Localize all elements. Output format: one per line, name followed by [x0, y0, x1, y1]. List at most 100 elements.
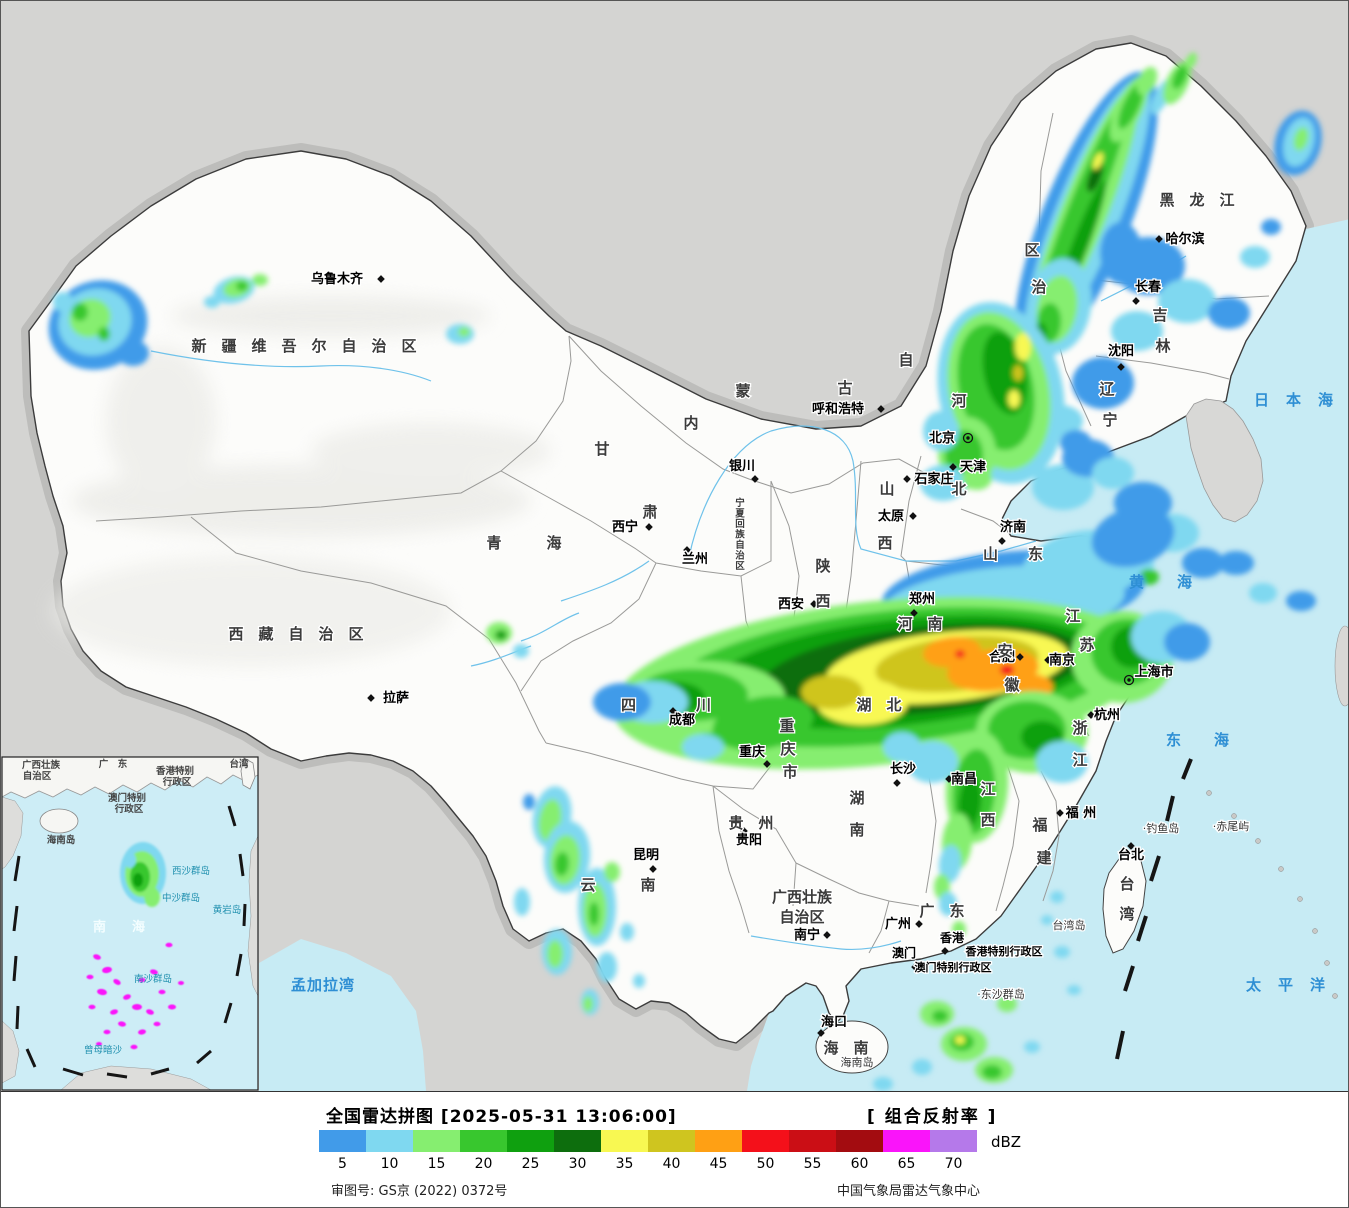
radar-echo: [1000, 665, 1014, 675]
city-marker: [949, 463, 957, 471]
inset-radar-echo: [124, 852, 136, 868]
inset-radar-echo: [168, 1004, 176, 1010]
legend-color-cell: [413, 1130, 460, 1152]
legend-tick: 60: [850, 1156, 869, 1172]
province-label: 南: [849, 821, 864, 839]
radar-echo: [883, 732, 921, 762]
province-label: 区: [735, 561, 745, 572]
radar-echo: [633, 974, 645, 988]
inset-radar-echo: [130, 1044, 138, 1050]
province-label: 海 南: [823, 1039, 868, 1057]
radar-echo: [1208, 297, 1250, 329]
province-label: 西: [815, 592, 830, 610]
inset-nine-dash-segment: [13, 855, 21, 882]
province-label: 自: [735, 539, 745, 551]
capital-marker: [966, 436, 970, 440]
taiwan-island: [1102, 852, 1147, 954]
inset-radar-echo: [138, 977, 146, 983]
province-label: 西 藏 自 治 区: [228, 625, 363, 643]
radar-echo: [1013, 365, 1023, 381]
inset-label: 黄岩岛: [213, 904, 242, 916]
city-marker: [823, 931, 831, 939]
radar-echo: [1164, 623, 1210, 661]
inset-radar-echo: [144, 887, 160, 907]
city-marker: [1127, 842, 1135, 850]
radar-echo: [920, 465, 966, 501]
province-label: 江: [1072, 751, 1087, 769]
inset-nine-dash-segment: [150, 1067, 170, 1076]
city-label: 杭州: [1094, 707, 1120, 723]
radar-echo: [712, 695, 814, 751]
radar-echo: [1172, 64, 1188, 90]
radar-echo: [938, 845, 962, 883]
province-label: 广 东: [919, 902, 964, 920]
legend-color-cell: [742, 1130, 789, 1152]
radar-echo: [801, 675, 863, 709]
dbz-tick-row: 5 10 15 20 25 30 35 40 45 50 55 60 65 70: [319, 1156, 977, 1172]
legend-color-cell: [836, 1130, 883, 1152]
legend-tick: 5: [338, 1156, 347, 1172]
province-label: 治: [735, 550, 745, 562]
inset-south-china-coast: [2, 757, 258, 799]
chiwei-island-dot: [1221, 825, 1225, 829]
inset-nine-dash-segment: [106, 1072, 128, 1079]
city-marker: [367, 694, 375, 702]
radar-echo-layer: [48, 52, 1322, 1091]
foreign-land: [1147, 398, 1348, 999]
radar-echo: [597, 952, 617, 982]
legend-color-cell: [695, 1130, 742, 1152]
legend-color-cell: [319, 1130, 366, 1152]
radar-echo: [1261, 219, 1281, 235]
inset-echo-layer: [120, 842, 166, 907]
inset-radar-echo: [97, 988, 107, 996]
city-marker: [683, 546, 691, 554]
radar-echo: [236, 281, 248, 291]
radar-echo: [1091, 506, 1175, 568]
inset-label: 西沙群岛: [172, 865, 210, 877]
inset-nine-dash-segment: [235, 953, 243, 977]
inset-nine-dash-segment: [223, 1002, 233, 1024]
province-label: 林: [1155, 337, 1171, 355]
legend-tick: 45: [709, 1156, 728, 1172]
city-label: 香港: [939, 930, 965, 945]
inset-nine-dash-segment: [12, 955, 18, 982]
province-label: 苏: [1079, 636, 1094, 654]
inset-label: 澳门特别: [108, 792, 146, 804]
radar-echo: [1182, 548, 1224, 578]
province-label: 湖: [849, 789, 864, 807]
province-label: 台: [1119, 875, 1134, 893]
sea-label: 日 本 海: [1254, 391, 1334, 409]
radar-echo: [932, 1010, 948, 1022]
inset-boundary-dashes: [12, 805, 247, 1079]
city-marker: [740, 827, 748, 835]
radar-echo: [1118, 83, 1144, 129]
inset-radar-echo: [150, 969, 158, 975]
province-label: 湾: [1119, 905, 1134, 923]
approval-number: 审图号: GS京 (2022) 0372号: [331, 1184, 508, 1199]
radar-echo: [98, 327, 110, 341]
city-label: 昆明: [633, 847, 659, 863]
province-label: 北: [951, 480, 966, 498]
province-label: 治: [1031, 278, 1046, 296]
radar-echo: [1008, 390, 1020, 408]
radar-echo: [1086, 161, 1104, 193]
city-label: 南昌: [951, 771, 977, 787]
radar-echo: [962, 466, 992, 490]
radar-echo: [458, 327, 470, 337]
legend-tick: 55: [803, 1156, 822, 1172]
agency-name: 中国气象局雷达气象中心: [837, 1184, 981, 1199]
radar-echo: [939, 892, 957, 916]
province-label: 青 海: [486, 534, 561, 552]
province-label: 宁: [1102, 411, 1117, 429]
radar-echo: [593, 683, 651, 721]
province-label: 回: [735, 519, 745, 530]
city-label: 乌鲁木齐: [311, 271, 364, 287]
city-label: 拉萨: [383, 690, 409, 706]
radar-echo: [955, 650, 965, 658]
city-markers-and-labels: 乌鲁木齐哈尔滨长春沈阳北京天津石家庄太原济南郑州西安兰州西宁银川呼和浩特拉萨成都…: [310, 230, 1206, 1037]
inset-label: 香港特别: [155, 765, 194, 777]
inset-radar-echo: [146, 1009, 154, 1015]
legend-color-cell: [554, 1130, 601, 1152]
